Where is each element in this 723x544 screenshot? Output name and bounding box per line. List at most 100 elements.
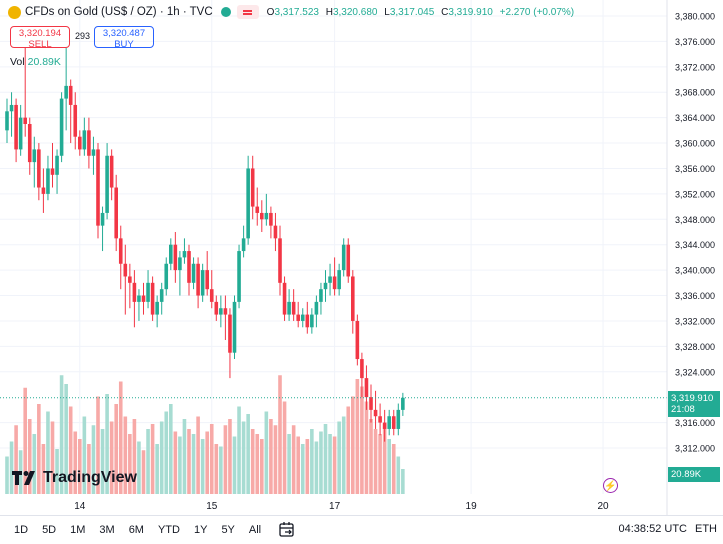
candle-body (264, 212, 269, 220)
candle-body (146, 282, 150, 302)
utc-clock[interactable]: 04:38:52 UTC (618, 523, 687, 535)
volume-bar (123, 416, 128, 494)
tradingview-logo[interactable]: TradingView (12, 469, 137, 487)
calendar-goto-icon[interactable] (277, 520, 297, 540)
volume-bar (291, 425, 296, 494)
candle-body (300, 314, 305, 321)
price-tick-label: 3,328.000 (675, 342, 715, 352)
volume-bar (314, 441, 319, 494)
candle-body (173, 244, 178, 271)
volume-bar (5, 456, 9, 494)
candle-body (9, 104, 14, 112)
time-tick-label: 20 (597, 501, 609, 512)
volume-bar (46, 411, 50, 494)
candle-body (396, 409, 401, 429)
volume-bar (150, 424, 155, 494)
sell-price: 3,320.194 (18, 28, 62, 39)
collapse-legend-icon[interactable] (236, 5, 259, 19)
volume-bar (109, 421, 114, 494)
volume-bar (178, 436, 182, 494)
price-chart[interactable]: 3,380.000 3,376.000 3,372.000 3,368.000 3,36… (0, 0, 723, 515)
lightning-icon[interactable]: ⚡ (603, 478, 618, 493)
volume-bar (205, 431, 209, 494)
range-3m[interactable]: 3M (99, 524, 115, 536)
candle-body (128, 276, 132, 283)
volume-bar (55, 449, 59, 494)
candle-body (132, 282, 137, 302)
volume-label: Vol (10, 56, 25, 68)
volume-bar (305, 439, 310, 494)
volume-bar (337, 421, 341, 494)
sell-button[interactable]: 3,320.194 SELL (10, 26, 70, 50)
grid-lines (0, 0, 667, 494)
volume-bar (37, 404, 41, 494)
change-value: +2.270 (+0.07%) (499, 6, 575, 18)
volume-bar (100, 429, 105, 494)
range-all[interactable]: All (248, 524, 262, 536)
candle-body (314, 301, 319, 315)
volume-bar (332, 436, 337, 494)
last-price-badge: 3,319.910 21:08 (668, 390, 720, 417)
volume-bar (351, 396, 355, 494)
time-axis-ticks: 14 15 17 19 20 (74, 501, 609, 512)
volume-badge: 20.89K (668, 467, 720, 482)
tradingview-logo-icon (12, 471, 35, 485)
candle-body (141, 295, 146, 302)
price-tick-label: 3,344.000 (675, 240, 715, 250)
volume-bar (264, 411, 269, 494)
candle-body (191, 263, 196, 283)
candle-body (23, 117, 27, 124)
candle-body (32, 149, 37, 163)
volume-bar (223, 425, 228, 494)
session-toggle[interactable]: ETH (695, 523, 717, 535)
candle-body (118, 238, 123, 264)
candle-body (401, 397, 405, 410)
symbol-title[interactable]: CFDs on Gold (US$ / OZ) · 1h · TVC (25, 6, 213, 18)
range-1m[interactable]: 1M (70, 524, 86, 536)
candle-body (282, 282, 287, 315)
volume-legend[interactable]: Vol 20.89K (10, 56, 61, 68)
candle-body (96, 149, 100, 226)
open-value: 3,317.523 (274, 6, 319, 18)
volume-bar (296, 436, 300, 494)
range-1y[interactable]: 1Y (193, 524, 208, 536)
buy-button[interactable]: 3,320.487 BUY (94, 26, 154, 50)
candle-body (382, 422, 387, 429)
candle-body (214, 301, 219, 315)
candle-body (14, 104, 18, 150)
candle-body (355, 320, 360, 360)
last-price-label: 3,319.910 (671, 392, 714, 404)
candle-body (59, 98, 64, 156)
volume-bar (214, 444, 219, 494)
ohlc-values: O3,317.523 H3,320.680 L3,317.045 C3,319.… (266, 6, 575, 18)
volume-bar (187, 429, 191, 494)
volume-bar (219, 446, 223, 494)
candle-body (360, 359, 364, 379)
volume-bar (82, 416, 87, 494)
volume-bar (73, 431, 78, 494)
candle-body (219, 308, 223, 315)
range-ytd[interactable]: YTD (157, 524, 180, 536)
price-axis[interactable] (667, 0, 723, 515)
range-5y[interactable]: 5Y (221, 524, 235, 536)
gold-symbol-icon[interactable] (8, 5, 21, 19)
volume-bar (14, 425, 18, 494)
candle-body (50, 168, 55, 175)
volume-bar (114, 404, 118, 494)
volume-bar (87, 444, 91, 494)
range-6m[interactable]: 6M (128, 524, 144, 536)
volume-bar (118, 381, 123, 494)
candle-body (37, 149, 41, 188)
volume-bar (246, 414, 250, 494)
volume-bar (273, 425, 278, 494)
range-5d[interactable]: 5D (42, 524, 57, 536)
candle-body (364, 378, 369, 398)
candle-body (182, 251, 187, 258)
range-1d[interactable]: 1D (14, 524, 29, 536)
sell-label: SELL (28, 39, 52, 50)
candle-body (114, 187, 118, 239)
volume-bar (310, 429, 314, 494)
volume-bar (401, 469, 405, 494)
volume-bar (132, 419, 137, 494)
candle-body (109, 155, 114, 188)
